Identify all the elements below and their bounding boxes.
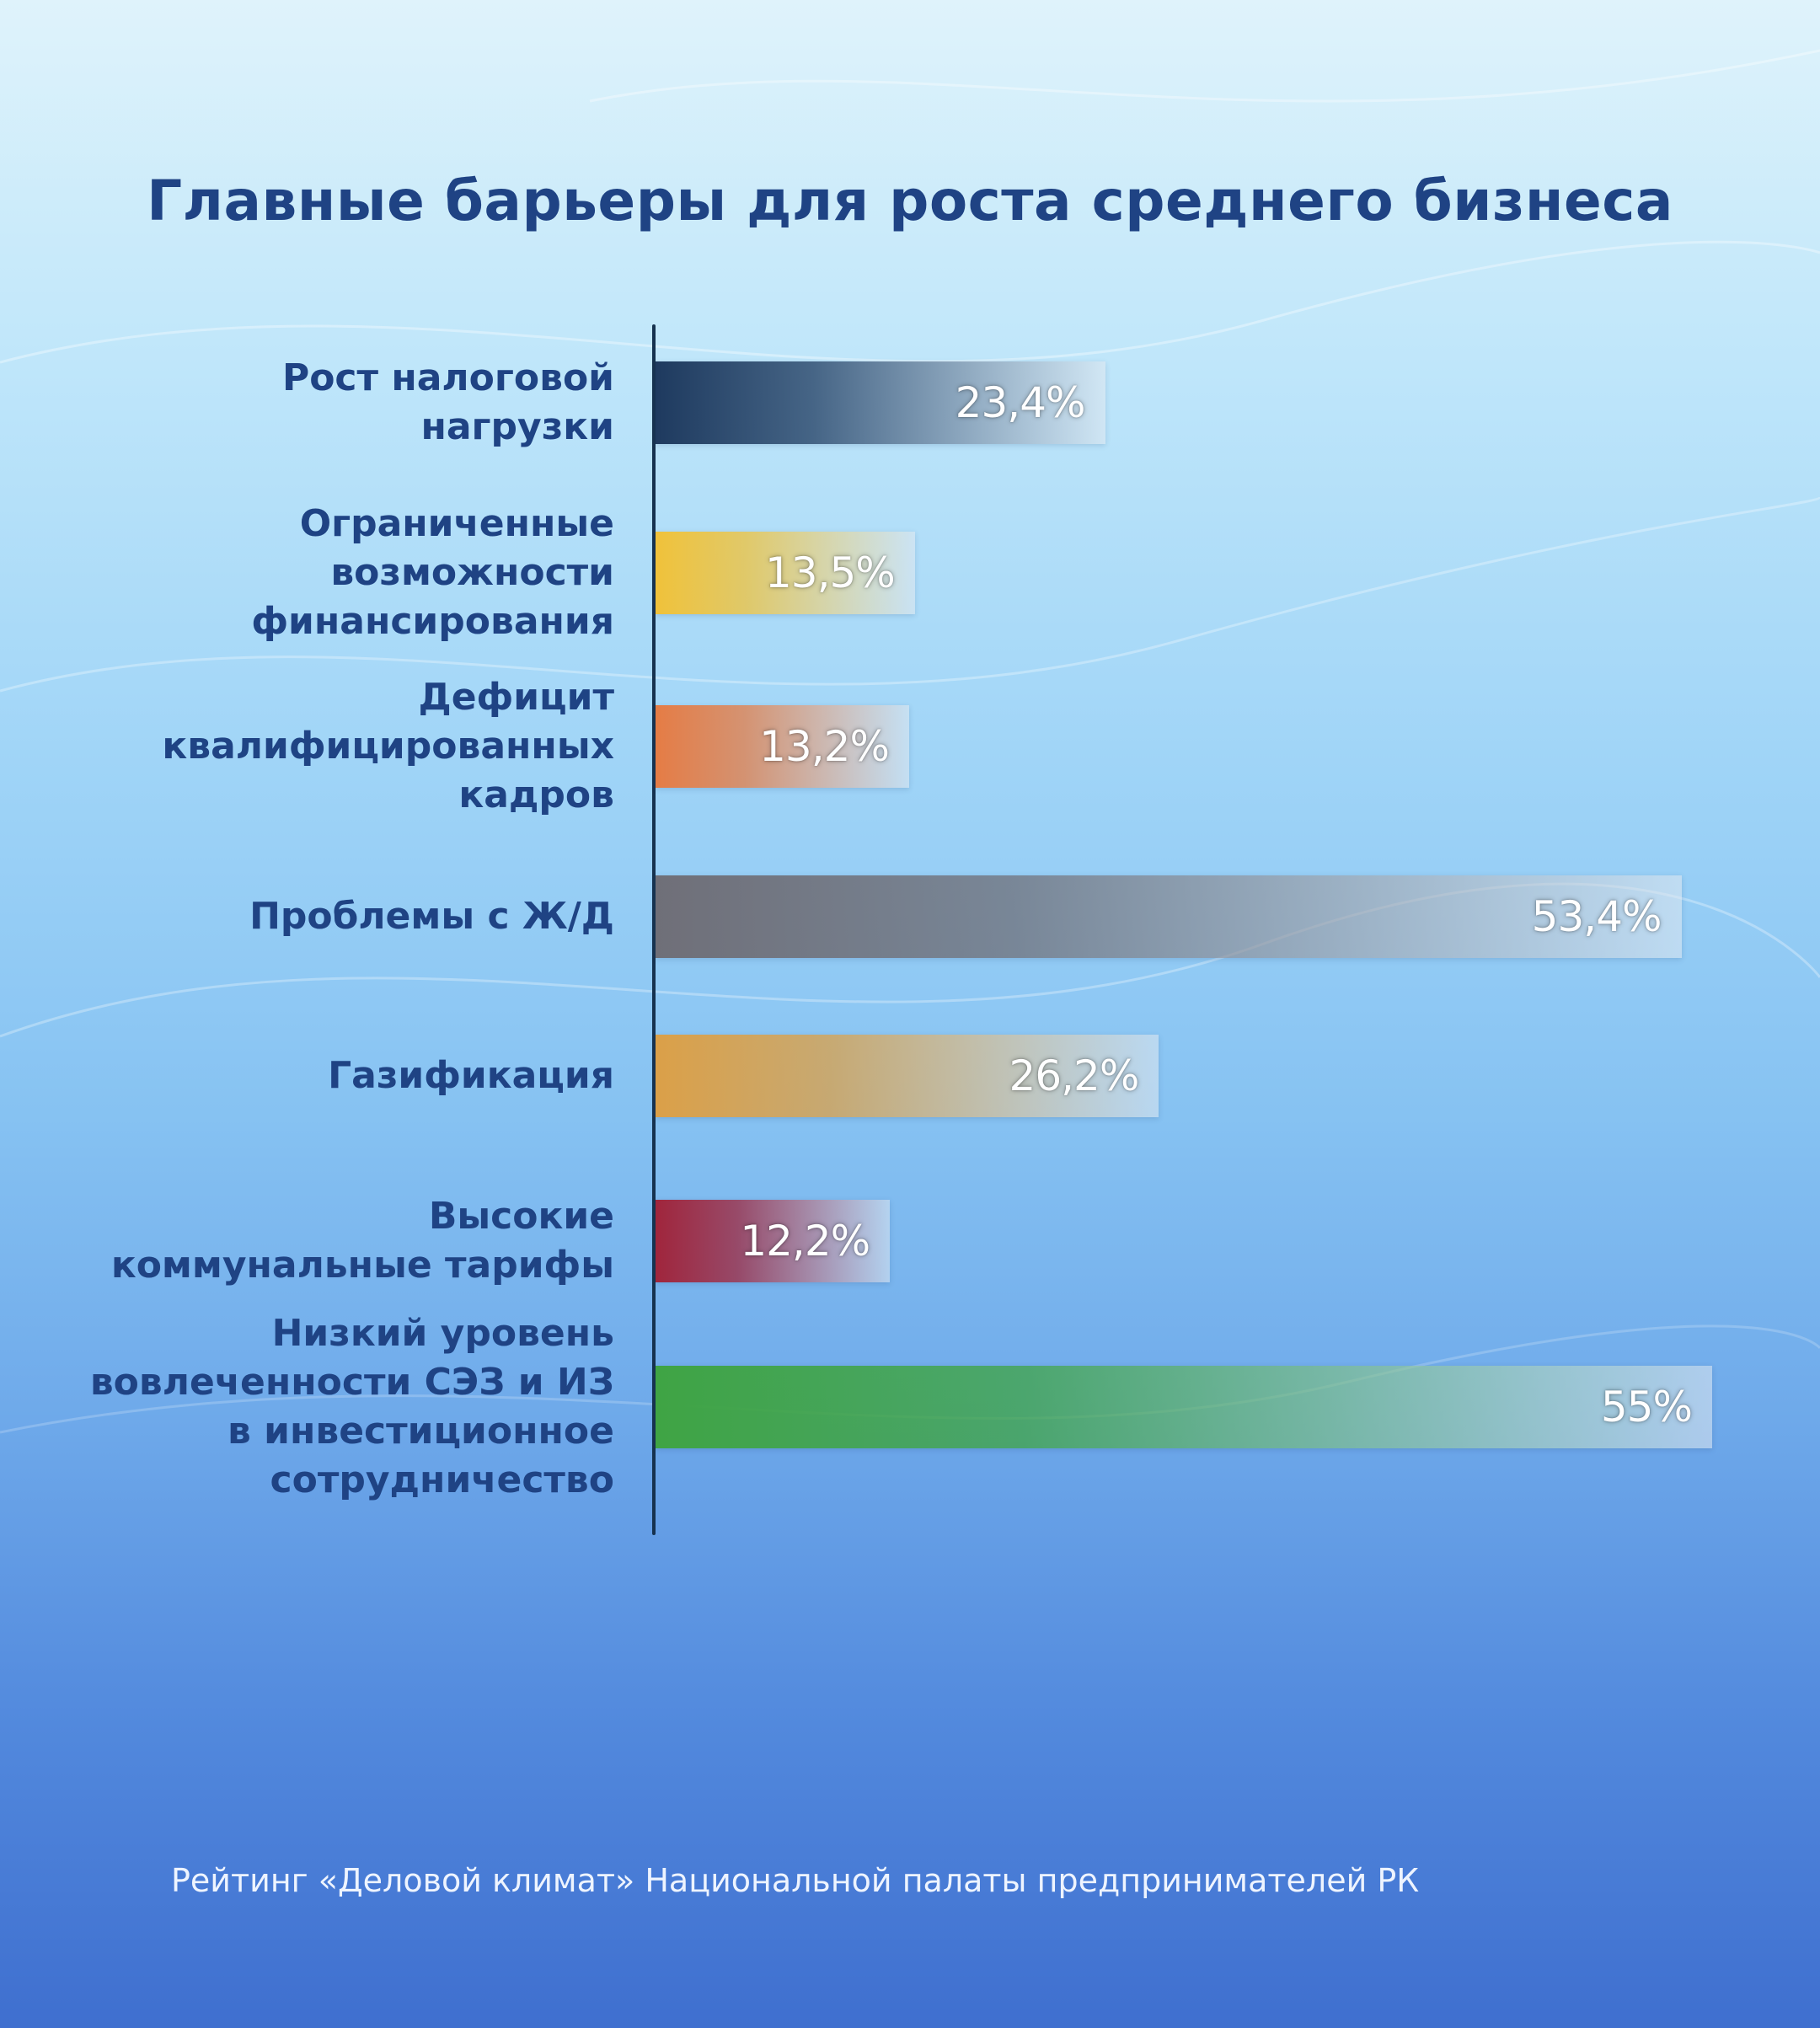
bar-value-label: 13,5%	[764, 548, 896, 597]
bar: 23,4%	[656, 361, 1105, 444]
bar-value-label: 26,2%	[1009, 1051, 1140, 1100]
category-label: Дефицит квалифицированных кадров	[162, 676, 614, 816]
bar-value-label: 53,4%	[1531, 892, 1662, 941]
bar: 12,2%	[656, 1200, 891, 1282]
bar-value-label: 13,2%	[759, 722, 890, 771]
category-label: Высокие коммунальные тарифы	[110, 1195, 614, 1287]
category-label: Низкий уровень вовлеченности СЭЗ и ИЗ в …	[89, 1312, 614, 1501]
category-label: Газификация	[328, 1054, 614, 1097]
bar-value-label: 23,4%	[955, 378, 1086, 427]
y-axis-line	[652, 324, 656, 1535]
source-note: Рейтинг «Деловой климат» Национальной па…	[171, 1862, 1420, 1899]
category-label: Рост налоговой нагрузки	[281, 356, 614, 448]
bar: 53,4%	[656, 875, 1682, 958]
bar: 13,2%	[656, 705, 909, 788]
chart-title: Главные барьеры для роста среднего бизне…	[147, 169, 1673, 233]
bar-value-label: 55%	[1600, 1383, 1693, 1431]
category-label: Ограниченные возможности финансирования	[251, 502, 614, 643]
bar: 13,5%	[656, 532, 915, 614]
bar: 55%	[656, 1366, 1712, 1448]
bar: 26,2%	[656, 1035, 1159, 1117]
bar-value-label: 12,2%	[740, 1217, 870, 1265]
category-label: Проблемы с Ж/Д	[249, 895, 614, 938]
